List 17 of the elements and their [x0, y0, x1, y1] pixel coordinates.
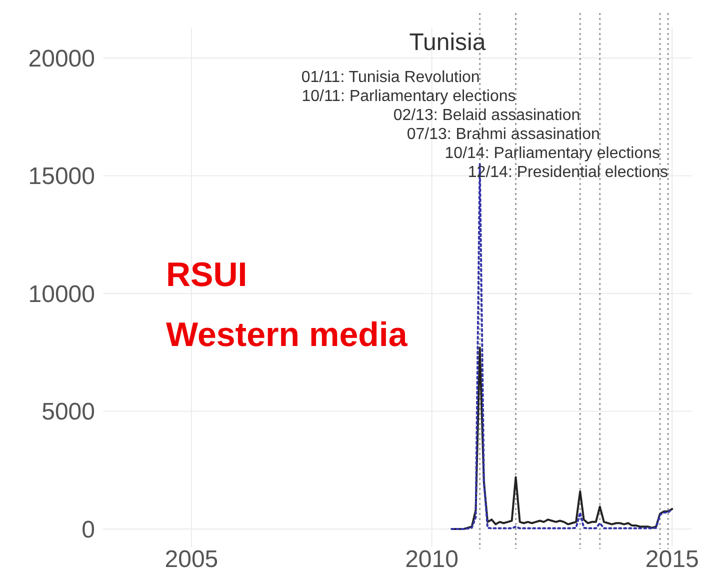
annotation: Western media: [166, 316, 408, 354]
chart-title: Tunisia: [409, 29, 486, 56]
y-tick-label: 20000: [28, 45, 95, 72]
line-series: [450, 162, 674, 530]
x-tick-label: 2005: [164, 546, 218, 573]
ref-line-label: 01/11: Tunisia Revolution: [301, 69, 480, 86]
ref-line-label: 10/14: Parliamentary elections: [444, 145, 660, 162]
y-tick-label: 5000: [42, 398, 95, 426]
y-tick-label: 15000: [28, 163, 95, 190]
annotation: RSUI: [166, 256, 248, 294]
ref-line-label: 10/11: Parliamentary elections: [302, 88, 516, 105]
ref-line-label: 02/13: Belaid assasination: [393, 107, 580, 124]
y-tick-label: 0: [82, 516, 95, 544]
x-tick-label: 2015: [645, 546, 699, 573]
ref-line-label: 07/13: Brahmi assasination: [406, 126, 600, 143]
x-tick-label: 2010: [405, 546, 458, 573]
y-tick-label: 10000: [28, 280, 95, 308]
